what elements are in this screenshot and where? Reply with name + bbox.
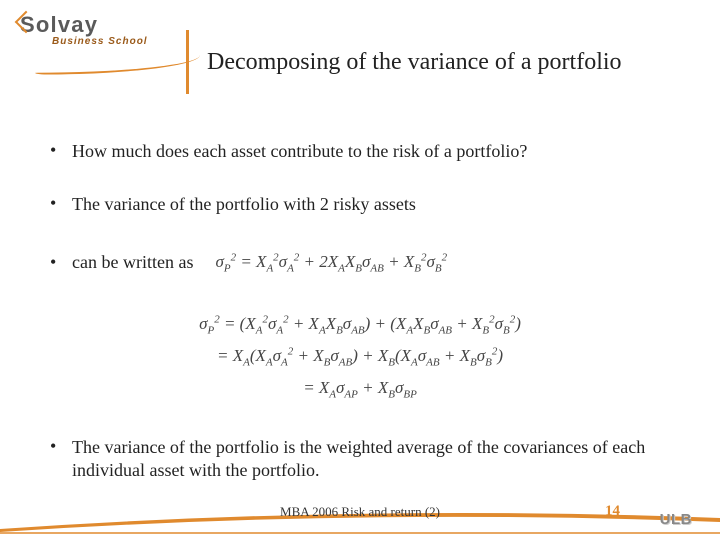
title-divider-icon [186, 30, 189, 94]
bullet-text: can be written as σP2 = XA2σA2 + 2XAXBσA… [72, 247, 670, 279]
bullet-item: • The variance of the portfolio with 2 r… [50, 193, 670, 216]
slide-header: Solvay Business School Decomposing of th… [0, 0, 720, 105]
slide-content: • How much does each asset contribute to… [0, 105, 720, 482]
bullet-item: • can be written as σP2 = XA2σA2 + 2XAXB… [50, 247, 670, 279]
logo-main-text: Solvay [20, 12, 148, 38]
equation-inline: σP2 = XA2σA2 + 2XAXBσAB + XB2σB2 [215, 247, 447, 279]
bullet-marker: • [50, 436, 72, 457]
bullet-marker: • [50, 193, 72, 214]
title-bar: Decomposing of the variance of a portfol… [186, 30, 622, 94]
equation-line-3: = XAσAP + XBσBP [50, 373, 670, 405]
bullet-item: • The variance of the portfolio is the w… [50, 436, 670, 483]
bullet-text: The variance of the portfolio with 2 ris… [72, 193, 670, 216]
bullet-item: • How much does each asset contribute to… [50, 140, 670, 163]
bullet-marker: • [50, 252, 72, 273]
bullet-text: How much does each asset contribute to t… [72, 140, 670, 163]
equation-line-1: σP2 = (XA2σA2 + XAXBσAB) + (XAXBσAB + XB… [50, 309, 670, 341]
bullet-text: The variance of the portfolio is the wei… [72, 436, 670, 483]
footer-org-logo: ULB [660, 511, 692, 528]
slide-title: Decomposing of the variance of a portfol… [207, 49, 622, 76]
slide-footer: MBA 2006 Risk and return (2) 14 ULB [0, 498, 720, 540]
footer-page-number: 14 [605, 503, 620, 520]
logo-arc-icon [35, 53, 200, 74]
bullet-label: can be written as [72, 251, 193, 274]
bullet-marker: • [50, 140, 72, 161]
solvay-logo: Solvay Business School [20, 12, 148, 47]
equation-line-2: = XA(XAσA2 + XBσAB) + XB(XAσAB + XBσB2) [50, 341, 670, 373]
equation-block: σP2 = (XA2σA2 + XAXBσAB) + (XAXBσAB + XB… [50, 309, 670, 406]
